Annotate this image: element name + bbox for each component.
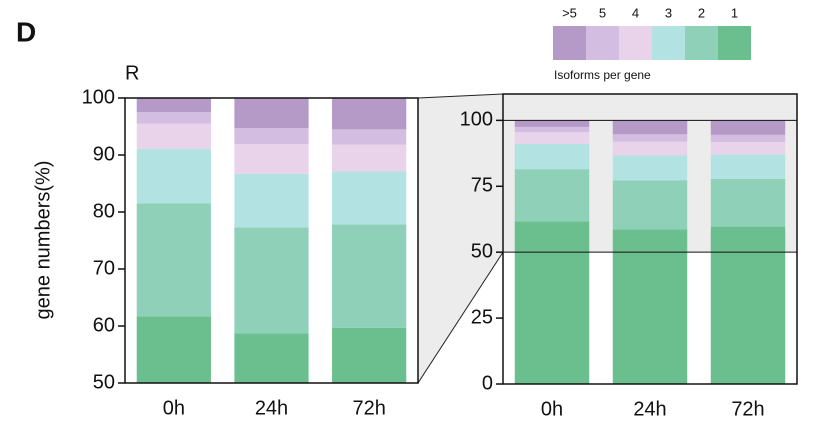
bar-segment bbox=[514, 143, 590, 170]
bar-segment bbox=[710, 178, 786, 227]
y-tick-label: 75 bbox=[471, 175, 493, 197]
bar-segment: 4 bbox=[234, 144, 309, 174]
bar-segment: 4 bbox=[136, 123, 211, 149]
bar-segment bbox=[612, 134, 688, 142]
legend-label: 4 bbox=[632, 5, 639, 20]
bar-segment: >5 bbox=[234, 98, 309, 129]
bar-segment: >5 bbox=[332, 98, 407, 130]
bar-segment bbox=[710, 154, 786, 179]
chart-title: R bbox=[125, 62, 139, 84]
bar-segment: 3 bbox=[332, 171, 407, 225]
y-tick-label: 100 bbox=[460, 109, 493, 131]
bar-segment bbox=[612, 141, 688, 156]
bar-segment bbox=[710, 226, 786, 384]
y-tick-label: 60 bbox=[93, 314, 115, 336]
bar-segment bbox=[514, 132, 590, 144]
chart-panel: 0h 24h 72h 0 25 50 75 100 bbox=[460, 93, 798, 420]
bar-segment bbox=[514, 126, 590, 133]
plot-frame bbox=[124, 97, 419, 384]
bar-segment: 5 bbox=[234, 128, 309, 145]
bar-segment bbox=[612, 180, 688, 230]
bar-segment: 3 bbox=[136, 148, 211, 204]
legend-swatch bbox=[619, 26, 652, 60]
x-tick-label: 24h bbox=[633, 398, 666, 420]
y-tick-label: 80 bbox=[93, 200, 115, 222]
bar-segment bbox=[710, 141, 786, 155]
x-tick-label: 72h bbox=[731, 398, 764, 420]
legend-title: Isoforms per gene bbox=[554, 68, 651, 82]
bar-segment bbox=[514, 169, 590, 222]
bar-segment: 2 bbox=[136, 203, 211, 317]
panel-label: D bbox=[16, 16, 36, 47]
y-axis-label: gene numbers(%) bbox=[32, 161, 54, 320]
y-tick-label: 50 bbox=[471, 240, 493, 262]
bar-segment: 3 bbox=[234, 173, 309, 228]
legend-label: 5 bbox=[599, 5, 606, 20]
zoom-line bbox=[417, 93, 504, 99]
bar-segment: 2 bbox=[332, 224, 407, 328]
zoom-line bbox=[417, 251, 504, 384]
legend-swatch bbox=[586, 26, 619, 60]
plot-frame bbox=[502, 93, 798, 385]
x-tick-label: 72h bbox=[352, 397, 385, 419]
legend-swatch bbox=[652, 26, 685, 60]
bar-segment bbox=[514, 120, 590, 127]
legend-swatch bbox=[553, 26, 586, 60]
y-tick-label: 50 bbox=[93, 371, 115, 393]
zoom-band bbox=[418, 94, 503, 383]
bar-segment bbox=[710, 120, 786, 135]
legend-label: 2 bbox=[698, 5, 705, 20]
bar-segment bbox=[514, 221, 590, 384]
bar-segment: 5 bbox=[332, 129, 407, 145]
bar-segment: 1 bbox=[332, 327, 407, 383]
legend-label: 1 bbox=[731, 5, 738, 20]
bar-segment bbox=[612, 120, 688, 135]
bar-segment: 1 bbox=[234, 333, 309, 383]
bar-segment bbox=[710, 134, 786, 142]
y-tick-label: 25 bbox=[471, 306, 493, 328]
bar-segment bbox=[612, 155, 688, 181]
bar-segment: 1 bbox=[136, 316, 211, 383]
y-tick-label: 100 bbox=[82, 86, 115, 108]
y-tick-label: 0 bbox=[482, 372, 493, 394]
y-tick-label: 90 bbox=[93, 143, 115, 165]
y-tick-label: 70 bbox=[93, 257, 115, 279]
x-tick-label: 0h bbox=[541, 398, 563, 420]
legend-label: >5 bbox=[562, 5, 577, 20]
legend-swatch bbox=[685, 26, 718, 60]
x-tick-label: 0h bbox=[163, 397, 185, 419]
x-tick-label: 24h bbox=[255, 397, 288, 419]
legend-label: 3 bbox=[665, 5, 672, 20]
bar-segment: 4 bbox=[332, 144, 407, 172]
bar-segment bbox=[612, 229, 688, 384]
bar-segment: >5 bbox=[136, 98, 211, 113]
bar-segment: 5 bbox=[136, 112, 211, 124]
legend-swatch bbox=[718, 26, 751, 60]
bar-segment: 2 bbox=[234, 227, 309, 334]
